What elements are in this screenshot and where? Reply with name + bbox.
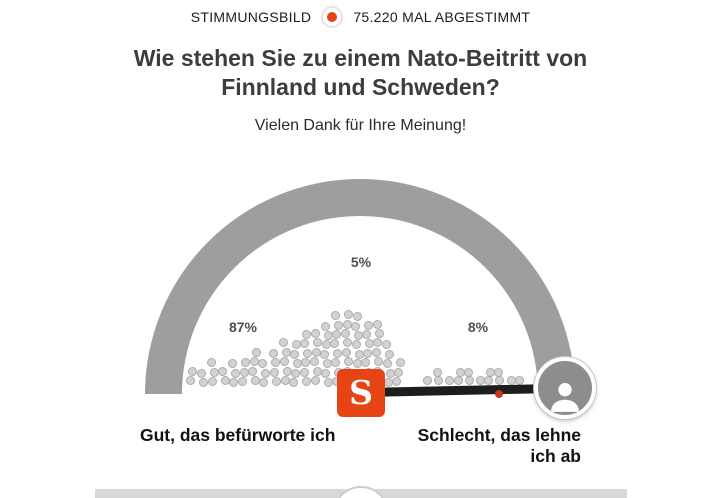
vote-dot — [434, 376, 444, 385]
vote-dot — [495, 376, 505, 385]
vote-dot — [344, 357, 354, 367]
poll-dot-icon-center — [327, 12, 338, 22]
percent-middle: 5% — [350, 254, 372, 270]
vote-dot — [433, 367, 443, 377]
vote-dot — [301, 358, 311, 368]
vote-dot — [259, 378, 269, 387]
vote-dot — [374, 357, 384, 367]
vote-dot — [484, 376, 494, 385]
needle-marker-dot — [495, 390, 503, 398]
vote-dot — [229, 378, 239, 387]
vote-dot — [231, 368, 240, 378]
vote-dot — [332, 330, 342, 339]
vote-dot — [371, 347, 381, 357]
vote-dot — [363, 348, 373, 358]
vote-dot — [207, 377, 217, 386]
poll-dot-icon — [321, 6, 344, 28]
vote-dot — [313, 338, 323, 348]
vote-dot — [206, 358, 216, 368]
vote-count: 75.220 MAL ABGESTIMMT — [353, 9, 531, 25]
vote-dot — [310, 376, 320, 385]
vote-dot — [309, 357, 319, 367]
vote-dot — [237, 377, 247, 386]
vote-dot — [362, 330, 372, 339]
poll-question: Wie stehen Sie zu einem Nato-Beitritt vo… — [133, 45, 588, 101]
vote-dot — [302, 377, 312, 386]
vote-dot — [320, 349, 330, 359]
percent-left: 87% — [228, 319, 258, 335]
vote-dot — [310, 329, 320, 338]
vote-dot — [228, 359, 238, 369]
person-icon — [551, 383, 579, 412]
vote-dot — [199, 378, 209, 387]
vote-dot — [395, 358, 405, 368]
vote-dot — [289, 378, 299, 387]
vote-dot — [343, 338, 353, 348]
vote-dot — [453, 376, 463, 385]
vote-dot — [272, 377, 282, 386]
vote-dot — [278, 338, 288, 348]
vote-dot — [303, 348, 313, 358]
vote-dot — [331, 358, 341, 368]
option-label-left: Gut, das befürworte ich — [140, 425, 336, 445]
thanks-message: Vielen Dank für Ihre Meinung! — [254, 117, 467, 134]
vote-dot — [188, 366, 197, 376]
vote-dot — [248, 366, 257, 376]
vote-dot — [279, 357, 289, 367]
vote-dot — [340, 329, 350, 338]
vote-dot — [300, 339, 310, 349]
vote-dot — [364, 320, 373, 330]
vote-dot — [271, 358, 281, 368]
widget-kicker: STIMMUNGSBILD — [190, 9, 312, 25]
vote-dot — [218, 366, 227, 376]
vote-dot — [261, 368, 270, 378]
vote-dot — [299, 367, 309, 377]
vote-dot — [344, 310, 354, 320]
vote-dot — [321, 368, 330, 378]
vote-dot — [251, 347, 261, 357]
vote-dot — [352, 312, 362, 322]
vote-dot — [268, 348, 278, 358]
vote-dot — [382, 359, 392, 369]
vote-dot — [392, 377, 402, 386]
vote-dot — [381, 340, 391, 350]
vote-dot — [372, 319, 382, 329]
vote-dot — [196, 368, 206, 378]
vote-dot — [258, 359, 268, 369]
spiegel-logo-letter: S — [349, 372, 373, 412]
vote-dot — [423, 376, 432, 385]
vote-dot — [331, 311, 341, 321]
vote-dot — [241, 358, 251, 368]
vote-dot — [384, 349, 394, 359]
vote-dot — [361, 358, 371, 368]
vote-dot — [463, 367, 473, 377]
vote-dot — [464, 376, 474, 385]
vote-dot — [186, 376, 196, 385]
percent-right: 8% — [467, 319, 489, 335]
vote-dot — [291, 368, 300, 378]
vote-dot — [269, 367, 279, 377]
vote-dot — [373, 338, 383, 348]
vote-dot — [290, 349, 300, 359]
spiegel-logo: S — [337, 369, 385, 417]
vote-dot — [494, 367, 504, 377]
option-label-right: Schlecht, das lehne ich ab — [417, 425, 581, 466]
vote-dot — [321, 321, 330, 331]
vote-dot — [375, 329, 385, 338]
vote-dot — [302, 330, 312, 339]
vote-dot — [351, 321, 360, 331]
vote-dot — [341, 347, 351, 357]
vote-dot — [394, 367, 403, 377]
user-avatar[interactable] — [534, 357, 596, 419]
vote-dot — [351, 340, 361, 350]
vote-dot — [333, 348, 343, 358]
vote-dot — [330, 339, 340, 349]
widget-header: STIMMUNGSBILD 75.220 MAL ABGESTIMMT — [0, 6, 721, 28]
vote-dot — [334, 320, 343, 330]
